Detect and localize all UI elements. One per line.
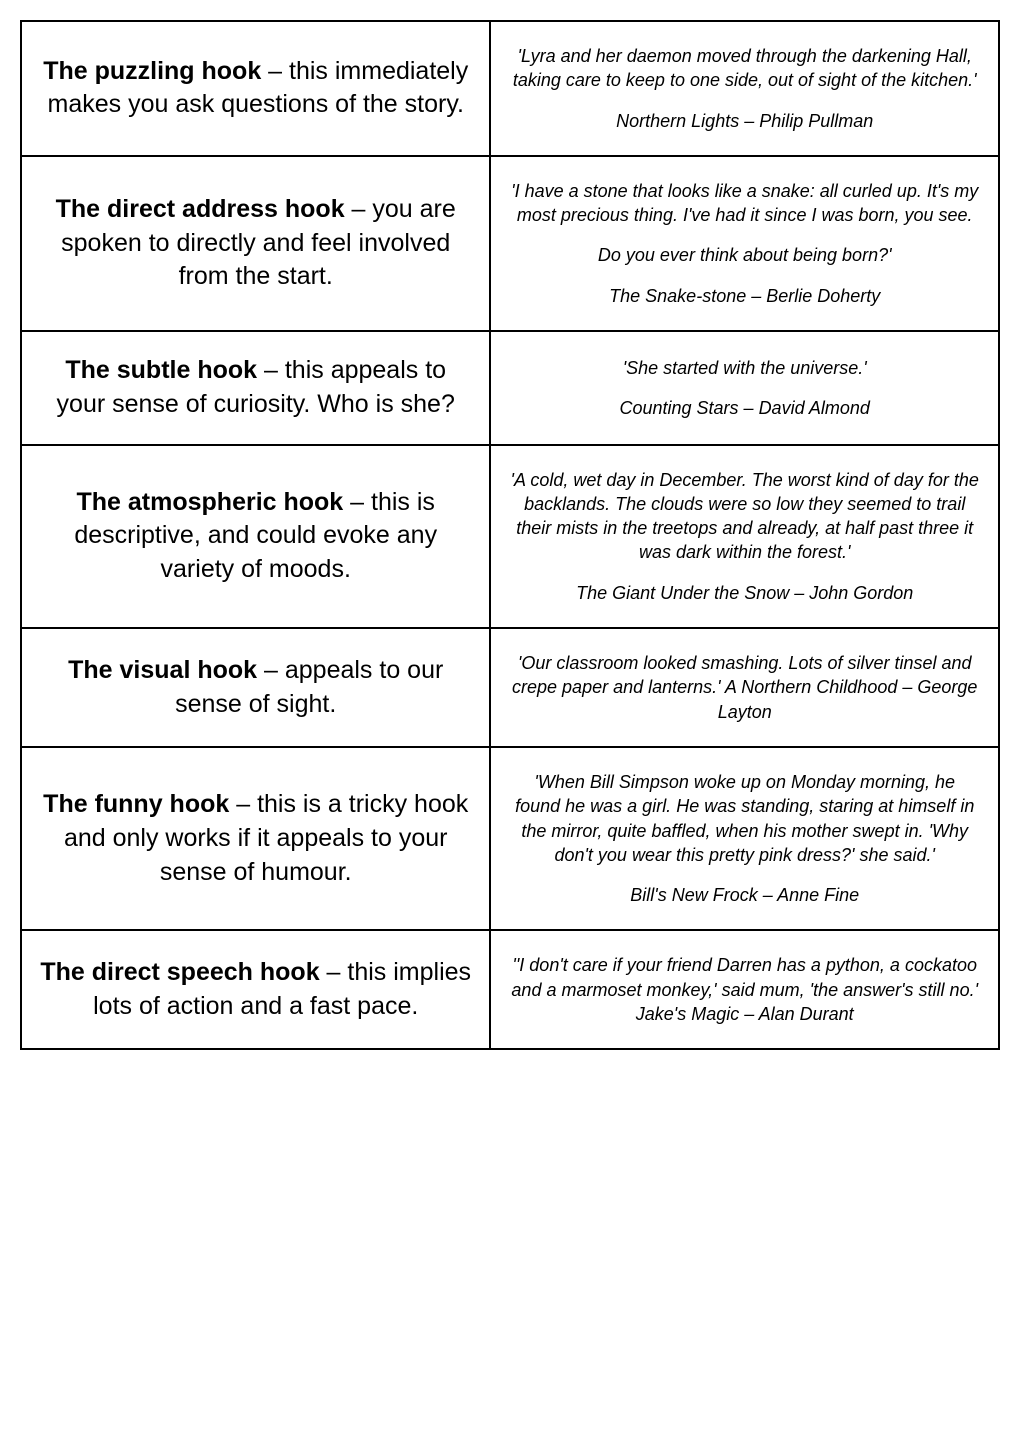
hook-cell: The visual hook – appeals to our sense o… — [21, 628, 490, 747]
table-row: The puzzling hook – this immediately mak… — [21, 21, 999, 156]
table-row: The atmospheric hook – this is descripti… — [21, 445, 999, 628]
quote-cell: 'Lyra and her daemon moved through the d… — [490, 21, 999, 156]
source-text: Northern Lights – Philip Pullman — [509, 109, 980, 133]
hook-name: The direct speech hook — [40, 958, 319, 986]
hook-cell: The direct address hook – you are spoken… — [21, 156, 490, 331]
source-text: The Snake-stone – Berlie Doherty — [509, 284, 980, 308]
table-body: The puzzling hook – this immediately mak… — [21, 21, 999, 1049]
table-row: The direct address hook – you are spoken… — [21, 156, 999, 331]
table-row: The direct speech hook – this implies lo… — [21, 930, 999, 1049]
quote-cell: 'Our classroom looked smashing. Lots of … — [490, 628, 999, 747]
hook-cell: The puzzling hook – this immediately mak… — [21, 21, 490, 156]
quote-text: 'Our classroom looked smashing. Lots of … — [509, 651, 980, 724]
quote-text: ''I don't care if your friend Darren has… — [509, 953, 980, 1026]
hook-text: The direct address hook – you are spoken… — [40, 193, 471, 294]
hook-name: The funny hook — [43, 790, 229, 818]
hook-name: The subtle hook — [65, 356, 257, 384]
hook-name: The visual hook — [68, 656, 257, 684]
quote-cell: ''I don't care if your friend Darren has… — [490, 930, 999, 1049]
source-text: Counting Stars – David Almond — [509, 396, 980, 420]
hook-text: The puzzling hook – this immediately mak… — [40, 55, 471, 123]
hook-name: The atmospheric hook — [77, 488, 344, 516]
hook-cell: The direct speech hook – this implies lo… — [21, 930, 490, 1049]
hook-text: The atmospheric hook – this is descripti… — [40, 486, 471, 587]
hook-text: The direct speech hook – this implies lo… — [40, 956, 471, 1024]
hook-text: The funny hook – this is a tricky hook a… — [40, 788, 471, 889]
hook-name: The direct address hook — [56, 195, 345, 223]
table-row: The subtle hook – this appeals to your s… — [21, 331, 999, 445]
hooks-table: The puzzling hook – this immediately mak… — [20, 20, 1000, 1050]
quote-text: Do you ever think about being born?' — [509, 243, 980, 267]
hook-name: The puzzling hook — [43, 57, 261, 85]
quote-text: 'Lyra and her daemon moved through the d… — [509, 44, 980, 93]
quote-cell: 'She started with the universe.' Counting… — [490, 331, 999, 445]
quote-text: 'She started with the universe.' — [509, 356, 980, 380]
hook-cell: The funny hook – this is a tricky hook a… — [21, 747, 490, 930]
quote-text: 'A cold, wet day in December. The worst … — [509, 468, 980, 565]
source-text: The Giant Under the Snow – John Gordon — [509, 581, 980, 605]
quote-cell: 'When Bill Simpson woke up on Monday mor… — [490, 747, 999, 930]
quote-cell: 'I have a stone that looks like a snake:… — [490, 156, 999, 331]
hook-text: The subtle hook – this appeals to your s… — [40, 354, 471, 422]
hook-cell: The subtle hook – this appeals to your s… — [21, 331, 490, 445]
hook-cell: The atmospheric hook – this is descripti… — [21, 445, 490, 628]
hook-text: The visual hook – appeals to our sense o… — [40, 654, 471, 722]
quote-text: 'When Bill Simpson woke up on Monday mor… — [509, 770, 980, 867]
quote-text: 'I have a stone that looks like a snake:… — [509, 179, 980, 228]
table-row: The visual hook – appeals to our sense o… — [21, 628, 999, 747]
source-text: Bill's New Frock – Anne Fine — [509, 883, 980, 907]
table-row: The funny hook – this is a tricky hook a… — [21, 747, 999, 930]
quote-cell: 'A cold, wet day in December. The worst … — [490, 445, 999, 628]
